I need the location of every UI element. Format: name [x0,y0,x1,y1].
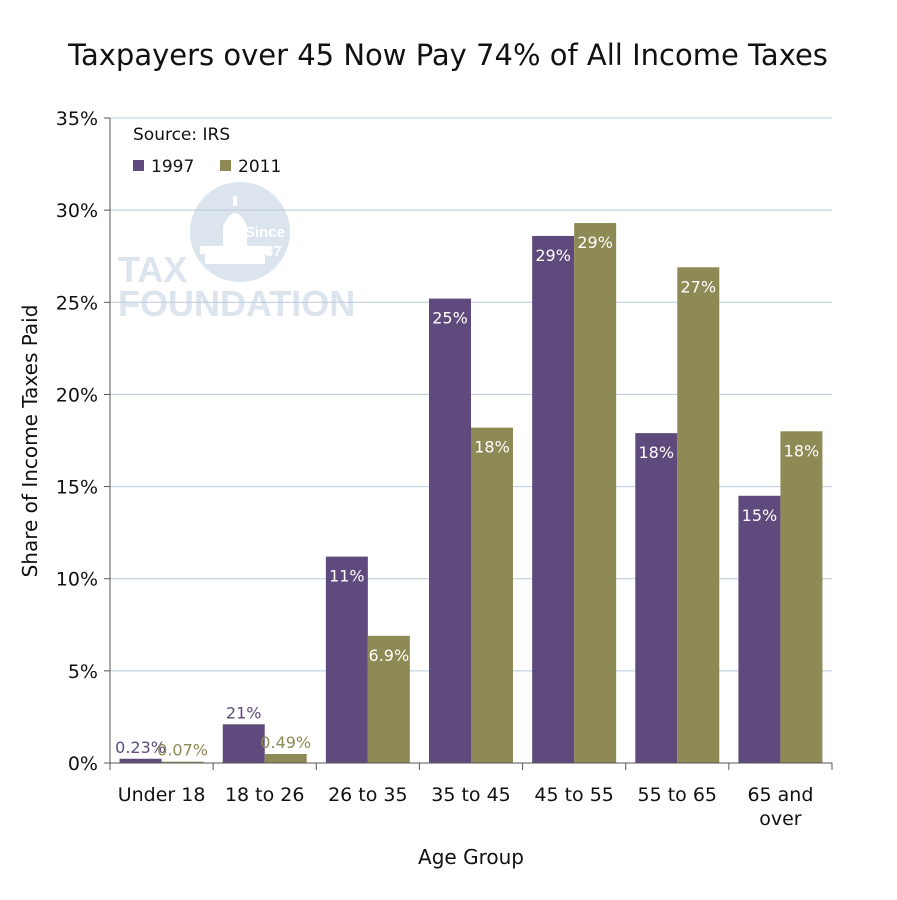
data-labels: 0.23% 21% 11% 25% 29% 18% 15% 0.07% 0.49% 6.9% 18%… [115,233,819,760]
data-label: 25% [432,309,468,328]
capitol-icon [200,196,270,264]
x-axis-label: Age Group [418,845,524,869]
data-label: 0.07% [157,741,208,760]
watermark-foundation: FOUNDATION [118,283,355,324]
y-tick-label: 0% [68,753,98,775]
y-axis-label: Share of Income Taxes Paid [18,305,42,578]
legend-label: 1997 [151,157,194,177]
data-label: 18% [474,438,510,457]
watermark-tax: TAX [118,249,187,290]
chart-title: Taxpayers over 45 Now Pay 74% of All Inc… [67,38,828,72]
data-label: 6.9% [369,646,410,665]
x-axis-ticks: Under 18 18 to 26 26 to 35 35 to 45 45 to 55… [109,763,833,830]
source-note: Source: IRS [133,125,230,145]
data-label: 27% [681,277,717,296]
bar-1997 [119,758,162,763]
legend-swatch [133,160,144,171]
x-tick-label: 18 to 26 [225,784,305,806]
bar-1997 [429,298,471,763]
bar-2011 [367,635,410,763]
y-tick-label: 25% [56,292,98,314]
data-label: 18% [639,443,675,462]
bar-1997 [222,724,265,763]
data-label: 21% [226,703,262,722]
data-label: 18% [784,441,820,460]
watermark-since: Since [245,224,285,241]
bar-2011 [780,431,823,763]
bar-2011 [677,267,720,763]
legend-swatch [220,160,231,171]
legend: 1997 2011 [133,157,281,177]
bar-2011 [574,223,617,764]
data-label: 15% [742,506,778,525]
y-axis-ticks: 0% 5% 10% 15% 20% 25% 30% 35% [56,108,110,775]
y-tick-label: 10% [56,569,98,591]
legend-label: 2011 [238,157,281,177]
bar-1997 [532,235,575,763]
y-tick-label: 15% [56,477,98,499]
tax-foundation-watermark: Since 1937 TAX FOUNDATION [118,182,355,324]
y-tick-label: 35% [56,108,98,130]
watermark-badge [190,182,290,282]
bar-2011 [161,761,204,763]
x-tick-label: Under 18 [118,784,206,806]
data-label: 29% [535,246,571,265]
y-tick-label: 5% [68,661,98,683]
x-tick-label: 26 to 35 [328,784,408,806]
y-tick-label: 20% [56,384,98,406]
axes [109,118,832,764]
bar-2011 [471,427,513,763]
bars [119,223,823,764]
x-tick-label: 35 to 45 [431,784,511,806]
x-tick-label: 55 to 65 [638,784,718,806]
bar-2011 [264,753,307,763]
data-label: 11% [329,567,365,586]
bar-1997 [738,495,781,763]
watermark-year: 1937 [248,243,281,260]
bar-1997 [635,433,678,763]
y-tick-label: 30% [56,200,98,222]
x-tick-label: 45 to 55 [534,784,614,806]
data-label: 29% [577,233,613,252]
data-label: 0.49% [260,733,311,752]
data-label: 0.23% [115,738,166,757]
x-tick-label: 65 and over [747,784,813,830]
bar-1997 [325,556,368,763]
